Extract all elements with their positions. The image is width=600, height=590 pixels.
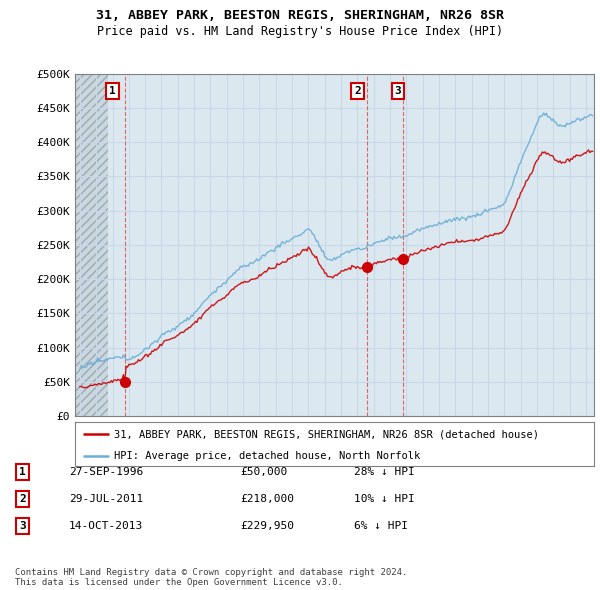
Text: Price paid vs. HM Land Registry's House Price Index (HPI): Price paid vs. HM Land Registry's House …	[97, 25, 503, 38]
Text: £218,000: £218,000	[240, 494, 294, 504]
Text: 28% ↓ HPI: 28% ↓ HPI	[354, 467, 415, 477]
Text: 6% ↓ HPI: 6% ↓ HPI	[354, 522, 408, 531]
Text: 3: 3	[395, 86, 401, 96]
Text: 31, ABBEY PARK, BEESTON REGIS, SHERINGHAM, NR26 8SR: 31, ABBEY PARK, BEESTON REGIS, SHERINGHA…	[96, 9, 504, 22]
Text: 10% ↓ HPI: 10% ↓ HPI	[354, 494, 415, 504]
Text: 14-OCT-2013: 14-OCT-2013	[69, 522, 143, 531]
Text: £229,950: £229,950	[240, 522, 294, 531]
Text: 27-SEP-1996: 27-SEP-1996	[69, 467, 143, 477]
Text: £50,000: £50,000	[240, 467, 287, 477]
Text: HPI: Average price, detached house, North Norfolk: HPI: Average price, detached house, Nort…	[114, 451, 420, 461]
Text: Contains HM Land Registry data © Crown copyright and database right 2024.: Contains HM Land Registry data © Crown c…	[15, 568, 407, 577]
Text: This data is licensed under the Open Government Licence v3.0.: This data is licensed under the Open Gov…	[15, 578, 343, 588]
Text: 2: 2	[354, 86, 361, 96]
Text: 2: 2	[19, 494, 26, 504]
Text: 1: 1	[109, 86, 116, 96]
Text: 29-JUL-2011: 29-JUL-2011	[69, 494, 143, 504]
Text: 31, ABBEY PARK, BEESTON REGIS, SHERINGHAM, NR26 8SR (detached house): 31, ABBEY PARK, BEESTON REGIS, SHERINGHA…	[114, 430, 539, 439]
Text: 3: 3	[19, 522, 26, 531]
Text: 1: 1	[19, 467, 26, 477]
